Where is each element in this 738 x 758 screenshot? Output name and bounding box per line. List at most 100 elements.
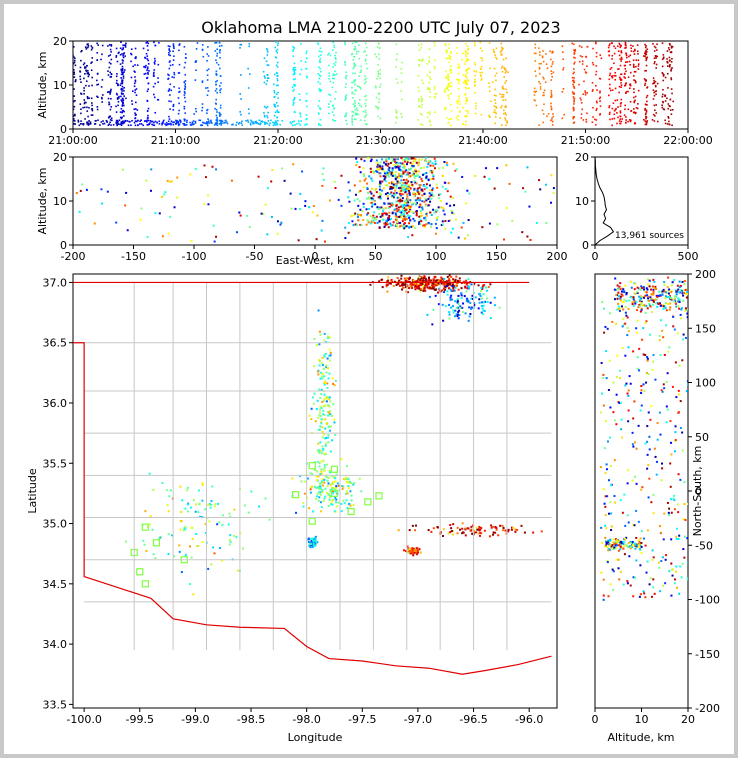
x-tick-label: -98.5 — [237, 713, 265, 726]
source-point — [462, 106, 465, 109]
source-point — [122, 53, 125, 55]
source-point — [646, 357, 649, 360]
source-point — [247, 121, 250, 123]
source-point — [431, 189, 434, 192]
source-point — [638, 295, 641, 298]
source-point — [276, 123, 278, 126]
source-point — [449, 524, 452, 527]
source-point — [613, 298, 616, 301]
source-point — [592, 47, 594, 50]
source-point — [148, 472, 151, 475]
source-point — [309, 491, 312, 494]
source-point — [673, 508, 676, 511]
source-point — [609, 83, 611, 86]
source-point — [454, 280, 457, 283]
source-point — [674, 439, 677, 442]
source-point — [417, 279, 420, 282]
source-point — [371, 198, 374, 201]
source-point — [599, 466, 602, 469]
source-point — [538, 124, 540, 126]
source-point — [671, 45, 674, 48]
source-point — [448, 283, 451, 286]
source-point — [495, 56, 497, 59]
source-point — [596, 107, 598, 110]
source-point — [438, 279, 441, 282]
source-point — [308, 507, 311, 510]
source-point — [167, 120, 170, 123]
source-point — [629, 84, 632, 87]
source-point — [387, 197, 390, 200]
source-point — [647, 295, 650, 298]
source-point — [452, 288, 455, 291]
source-point — [390, 186, 393, 189]
source-point — [423, 192, 426, 195]
source-point — [624, 322, 627, 325]
source-point — [645, 64, 648, 67]
source-point — [481, 297, 484, 300]
source-point — [550, 107, 553, 110]
source-point — [429, 121, 431, 123]
source-point — [380, 278, 383, 281]
source-point — [400, 216, 403, 219]
source-point — [447, 121, 450, 124]
source-point — [375, 169, 378, 172]
source-point — [354, 113, 357, 116]
source-point — [386, 223, 389, 226]
source-point — [432, 194, 435, 197]
source-point — [308, 544, 311, 547]
station-marker — [375, 492, 383, 500]
source-point — [395, 218, 398, 221]
source-point — [586, 45, 589, 48]
source-point — [648, 477, 651, 480]
source-point — [381, 278, 384, 281]
source-point — [441, 220, 444, 223]
source-point — [655, 57, 657, 59]
source-point — [139, 218, 142, 221]
source-point — [328, 336, 331, 339]
source-point — [120, 121, 122, 124]
source-point — [410, 157, 413, 160]
source-point — [121, 59, 124, 61]
source-point — [616, 288, 619, 291]
source-point — [446, 282, 449, 285]
source-point — [190, 240, 193, 243]
source-point — [617, 308, 620, 311]
source-point — [370, 171, 373, 174]
source-point — [615, 558, 618, 561]
y-tick-label: 10 — [575, 195, 589, 208]
source-point — [294, 85, 296, 87]
source-point — [358, 85, 361, 88]
source-point — [117, 120, 119, 123]
source-point — [442, 528, 445, 531]
source-point — [436, 526, 439, 529]
source-point — [409, 205, 412, 208]
source-point — [550, 90, 553, 92]
source-point — [640, 301, 643, 304]
source-point — [250, 490, 253, 493]
source-point — [146, 90, 149, 93]
source-point — [644, 596, 647, 599]
source-point — [608, 106, 610, 109]
source-point — [415, 192, 418, 195]
y-tick-label: 35.0 — [43, 518, 68, 531]
source-point — [644, 43, 646, 46]
source-point — [305, 100, 308, 103]
source-point — [428, 81, 430, 84]
source-point — [317, 43, 320, 46]
source-point — [146, 66, 149, 69]
source-point — [614, 288, 617, 291]
source-point — [161, 481, 164, 484]
source-point — [438, 287, 441, 290]
source-point — [220, 88, 222, 90]
source-point — [678, 291, 681, 294]
source-point — [386, 195, 389, 198]
source-point — [604, 420, 607, 423]
source-point — [505, 79, 508, 82]
source-point — [633, 71, 636, 73]
source-point — [493, 94, 496, 97]
source-point — [408, 551, 411, 554]
source-point — [427, 529, 430, 532]
source-point — [467, 112, 469, 115]
source-point — [623, 290, 626, 293]
source-point — [464, 202, 467, 205]
